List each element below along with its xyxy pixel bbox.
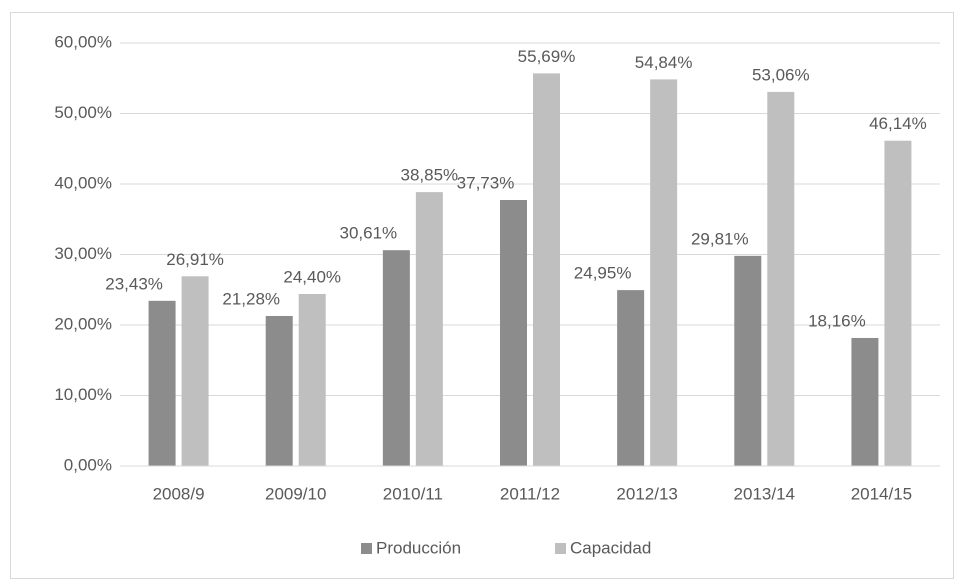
data-label: 26,91% xyxy=(166,250,224,269)
data-label: 53,06% xyxy=(752,65,810,84)
bar xyxy=(148,300,176,466)
data-label: 24,40% xyxy=(283,267,341,286)
bar xyxy=(767,91,795,466)
bar xyxy=(181,276,209,466)
legend-swatch xyxy=(555,543,566,554)
data-label: 54,84% xyxy=(635,53,693,72)
data-label: 46,14% xyxy=(869,114,927,133)
y-tick-label: 0,00% xyxy=(64,455,112,474)
legend-label: Capacidad xyxy=(570,538,651,557)
data-label: 23,43% xyxy=(105,274,163,293)
x-tick-label: 2014/15 xyxy=(851,484,912,503)
x-tick-label: 2009/10 xyxy=(265,484,326,503)
data-label: 29,81% xyxy=(691,229,749,248)
y-tick-label: 60,00% xyxy=(54,32,112,51)
legend-swatch xyxy=(361,543,372,554)
data-label: 30,61% xyxy=(340,224,398,243)
data-label: 55,69% xyxy=(518,47,576,66)
bar xyxy=(500,200,527,467)
bar xyxy=(382,250,410,466)
y-tick-label: 30,00% xyxy=(54,244,112,263)
data-label: 38,85% xyxy=(401,166,459,185)
x-tick-label: 2013/14 xyxy=(734,484,795,503)
data-label: 18,16% xyxy=(808,311,866,330)
legend-label: Producción xyxy=(376,538,461,557)
x-tick-label: 2008/9 xyxy=(153,484,205,503)
bar xyxy=(650,79,678,467)
y-tick-label: 40,00% xyxy=(54,173,112,192)
data-label: 21,28% xyxy=(222,289,280,308)
x-tick-label: 2011/12 xyxy=(500,484,560,503)
bar xyxy=(617,290,645,466)
bar xyxy=(851,337,879,466)
data-label: 24,95% xyxy=(574,264,632,283)
chart-frame xyxy=(10,12,954,579)
y-tick-label: 10,00% xyxy=(54,385,112,404)
bar xyxy=(734,255,762,466)
bar xyxy=(298,293,326,466)
bar xyxy=(415,192,443,467)
data-label: 37,73% xyxy=(457,173,515,192)
y-tick-label: 50,00% xyxy=(54,103,112,122)
x-tick-label: 2012/13 xyxy=(616,484,677,503)
bar xyxy=(884,140,912,466)
bar xyxy=(533,73,560,466)
y-tick-label: 20,00% xyxy=(54,314,112,333)
bar xyxy=(265,315,293,466)
x-tick-label: 2010/11 xyxy=(383,484,443,503)
